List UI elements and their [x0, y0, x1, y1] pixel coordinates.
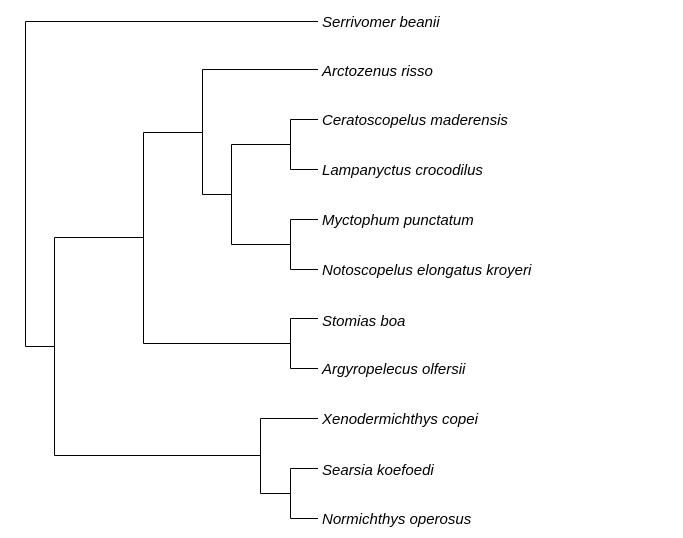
- tip-label-arctozenus-risso: Arctozenus risso: [321, 63, 433, 80]
- node-alepocephaliformes: [260, 418, 318, 494]
- tip-label-xenodermichthys-copei: Xenodermichthys copei: [321, 411, 479, 428]
- tip-label-lampanyctus-crocodilus: Lampanyctus crocodilus: [322, 162, 483, 179]
- node-stomiiformes: [290, 318, 318, 369]
- node-arctozenus-myctophidae: [202, 69, 318, 195]
- tip-label-serrivomer-beanii: Serrivomer beanii: [322, 14, 440, 31]
- node-ingroup: [54, 237, 261, 456]
- tip-label-myctophum-punctatum: Myctophum punctatum: [322, 212, 474, 229]
- tip-label-notoscopelus-elongatus-kroyeri: Notoscopelus elongatus kroyeri: [322, 262, 532, 279]
- tip-label-stomias-boa: Stomias boa: [322, 313, 405, 330]
- node-platytroctidae: [290, 468, 318, 519]
- tip-label-argyropelecus-olfersii: Argyropelecus olfersii: [321, 361, 466, 378]
- tip-label-ceratoscopelus-maderensis: Ceratoscopelus maderensis: [322, 112, 508, 129]
- node-upper-clade: [143, 132, 291, 344]
- tip-label-normichthys-operosus: Normichthys operosus: [322, 511, 472, 528]
- node-myctophidae: [231, 144, 291, 245]
- node-lampanyctinae: [290, 119, 318, 170]
- node-root: [25, 21, 318, 347]
- node-myctophinae: [290, 219, 318, 270]
- tip-label-searsia-koefoedi: Searsia koefoedi: [322, 462, 434, 479]
